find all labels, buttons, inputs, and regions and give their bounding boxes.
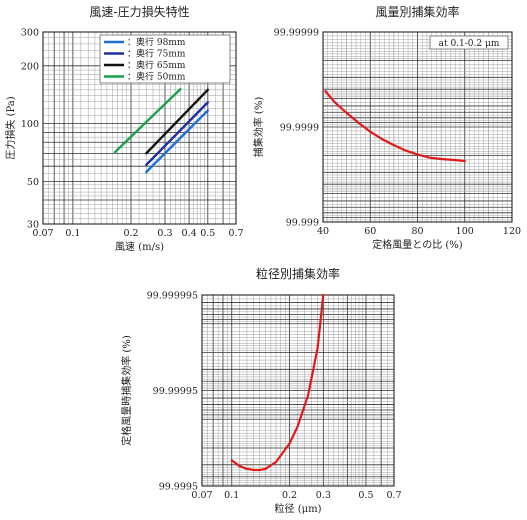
series-line-1 (324, 90, 466, 163)
x-tick-label: 40 (317, 226, 329, 237)
x-tick-label: 0.2 (123, 228, 138, 239)
x-tick-label: 0.07 (32, 228, 53, 239)
x-axis-label: 風速 (m/s) (115, 241, 164, 253)
x-tick-label: 0.4 (182, 228, 197, 239)
x-tick-label: 0.1 (224, 490, 239, 501)
legend-label: ：奥行 65mm (127, 59, 186, 71)
y-axis-label: 圧力損失 (Pa) (4, 96, 17, 159)
x-tick-label: 100 (456, 226, 474, 237)
x-tick-label: 120 (503, 226, 521, 237)
y-tick-label: 99.999995 (147, 291, 198, 302)
legend-label: ：奥行 98mm (127, 36, 186, 48)
chart-title: 風量別捕集効率 (375, 4, 459, 19)
y-tick-label: 30 (27, 220, 39, 231)
annotation-box (429, 35, 509, 50)
y-axis-label: 捕集効率 (%) (252, 97, 265, 158)
y-tick-label: 99.999 (286, 218, 319, 229)
x-tick-label: 0.3 (316, 490, 331, 501)
chart-2: 風量別捕集効率 40 60 80 100 120 99.999 99.9999 99.99999… (252, 4, 521, 251)
chart-1: 風速-圧力損失特性 0.07 0.1 0.2 0.3 0.4 0.5 0.7 30 50 100 20… (4, 4, 244, 253)
y-tick-label: 100 (21, 119, 39, 130)
annotation-text: at 0.1-0.2 μm (439, 39, 500, 49)
plot-frame (322, 31, 513, 223)
x-tick-label: 0.3 (157, 228, 172, 239)
chart-title: 風速-圧力損失特性 (89, 4, 189, 19)
series-line-1 (145, 109, 210, 174)
x-tick-label: 0.5 (358, 490, 373, 501)
x-axis-label: 粒径 (μm) (275, 502, 322, 515)
y-tick-label: 99.99995 (153, 386, 198, 397)
y-tick-label: 99.9995 (159, 482, 198, 493)
y-tick-label: 99.9999 (280, 123, 319, 134)
x-axis-label: 定格風量との比 (%) (372, 238, 462, 251)
chart-title: 粒径別捕集効率 (256, 266, 340, 281)
x-tick-label: 80 (411, 226, 423, 237)
y-tick-label: 50 (27, 177, 39, 188)
legend-label: ：奥行 75mm (127, 48, 186, 60)
chart-3: 粒径別捕集効率 0.07 0.1 0.2 0.3 0.5 0.7 99.9995 99.9999… (120, 266, 402, 515)
x-tick-label: 60 (364, 226, 376, 237)
y-axis-label: 定格風量時捕集効率 (%) (120, 335, 133, 446)
y-tick-label: 300 (21, 28, 39, 39)
series-line-2 (145, 101, 210, 167)
legend-label: ：奥行 50mm (127, 71, 186, 83)
series-line-1 (230, 293, 325, 472)
y-tick-label: 99.99999 (274, 28, 319, 39)
plot-frame (201, 294, 395, 487)
plot-frame (42, 31, 237, 225)
x-tick-label: 0.5 (200, 228, 215, 239)
series-line-4 (113, 87, 182, 154)
x-tick-label: 0.2 (282, 490, 297, 501)
x-tick-label: 0.07 (191, 490, 212, 501)
series-line-3 (145, 88, 210, 155)
x-tick-label: 0.7 (228, 228, 243, 239)
y-tick-label: 200 (21, 61, 39, 72)
x-tick-label: 0.7 (386, 490, 401, 501)
x-tick-label: 0.1 (65, 228, 80, 239)
